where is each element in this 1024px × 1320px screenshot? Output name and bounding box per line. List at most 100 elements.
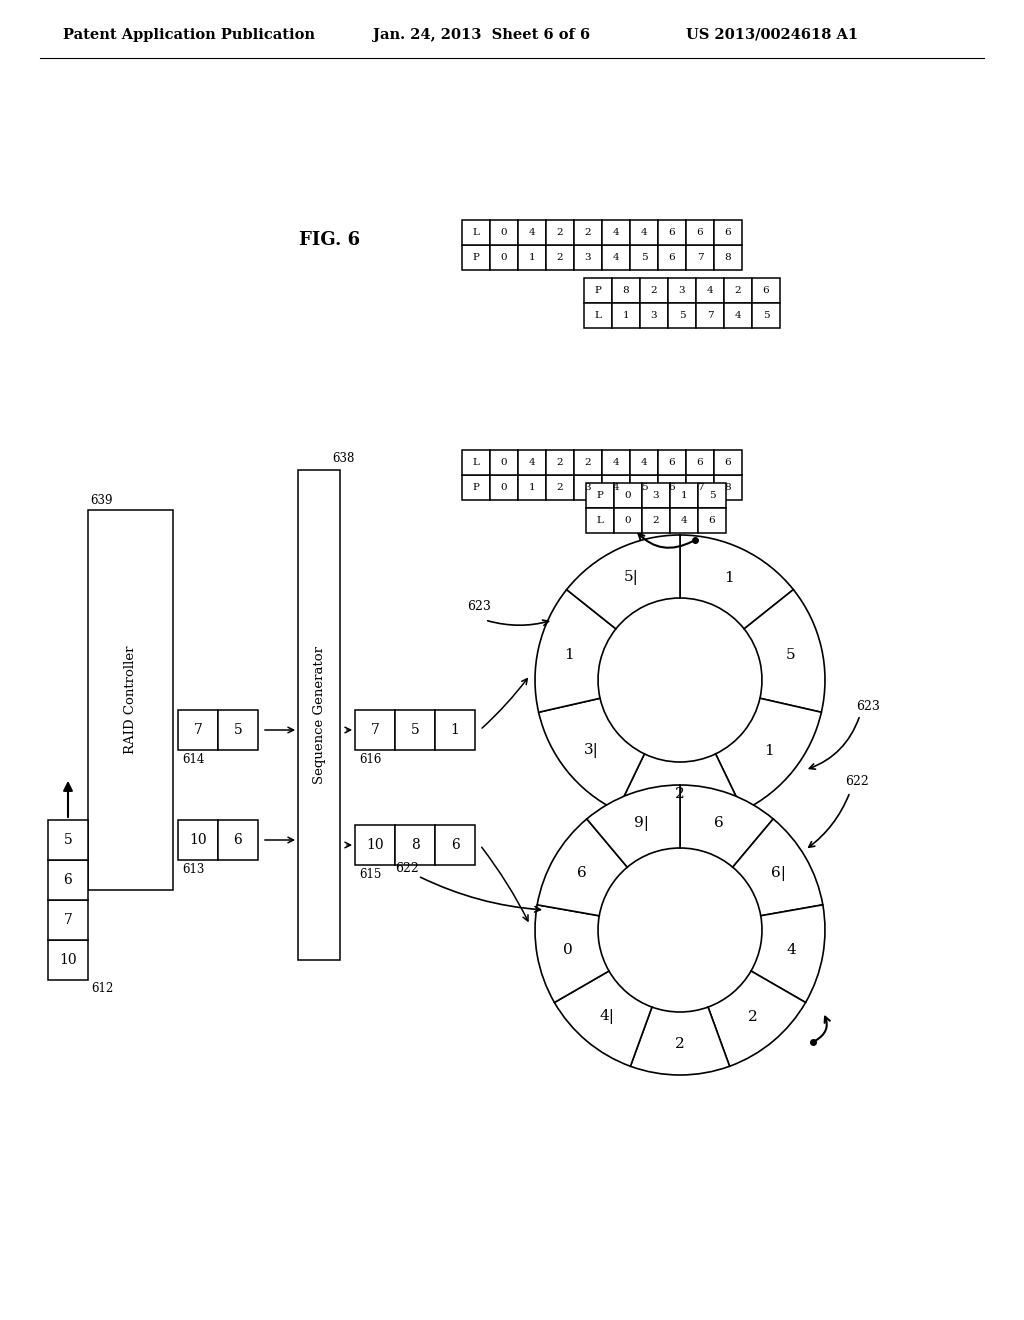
Text: 639: 639 bbox=[90, 494, 113, 507]
Text: 5: 5 bbox=[709, 491, 716, 500]
Bar bbox=[395, 710, 435, 750]
Text: 2: 2 bbox=[675, 1036, 685, 1051]
Text: 4: 4 bbox=[612, 253, 620, 261]
Bar bbox=[435, 825, 475, 865]
Text: FIG. 6: FIG. 6 bbox=[299, 231, 360, 249]
Wedge shape bbox=[554, 972, 652, 1067]
Bar bbox=[642, 483, 670, 508]
Bar bbox=[586, 483, 614, 508]
Text: 6: 6 bbox=[763, 286, 769, 294]
Text: 2: 2 bbox=[650, 286, 657, 294]
Text: 5|: 5| bbox=[624, 570, 638, 585]
Bar bbox=[658, 246, 686, 271]
Bar bbox=[658, 220, 686, 246]
Bar bbox=[670, 483, 698, 508]
Text: 1: 1 bbox=[764, 743, 773, 758]
Text: 2: 2 bbox=[734, 286, 741, 294]
Bar bbox=[698, 483, 726, 508]
Text: RAID Controller: RAID Controller bbox=[124, 645, 137, 754]
Wedge shape bbox=[535, 590, 615, 713]
Text: P: P bbox=[472, 483, 479, 492]
Text: 4: 4 bbox=[612, 228, 620, 238]
Text: 4: 4 bbox=[641, 228, 647, 238]
Bar bbox=[614, 483, 642, 508]
Text: 1: 1 bbox=[724, 570, 734, 585]
Text: 623: 623 bbox=[856, 700, 880, 713]
Text: 8: 8 bbox=[623, 286, 630, 294]
Bar bbox=[612, 279, 640, 304]
Bar bbox=[640, 279, 668, 304]
Text: 616: 616 bbox=[359, 752, 381, 766]
Bar bbox=[518, 220, 546, 246]
Bar bbox=[724, 279, 752, 304]
Bar bbox=[686, 246, 714, 271]
Bar bbox=[602, 220, 630, 246]
Bar bbox=[612, 304, 640, 327]
Bar bbox=[546, 475, 574, 500]
Bar bbox=[48, 861, 88, 900]
Bar bbox=[178, 710, 218, 750]
Text: 1: 1 bbox=[528, 483, 536, 492]
Text: 5: 5 bbox=[641, 253, 647, 261]
Bar bbox=[668, 279, 696, 304]
Text: 5: 5 bbox=[763, 312, 769, 319]
Bar bbox=[630, 475, 658, 500]
Text: 4: 4 bbox=[528, 458, 536, 467]
Bar bbox=[642, 508, 670, 533]
Bar bbox=[490, 475, 518, 500]
Text: 5: 5 bbox=[411, 723, 420, 737]
Bar bbox=[602, 246, 630, 271]
Bar bbox=[462, 220, 490, 246]
Text: 2: 2 bbox=[557, 458, 563, 467]
Text: 612: 612 bbox=[91, 982, 114, 995]
Bar bbox=[630, 450, 658, 475]
Text: 622: 622 bbox=[395, 862, 419, 875]
Text: P: P bbox=[595, 286, 601, 294]
Wedge shape bbox=[680, 785, 773, 867]
Bar bbox=[686, 475, 714, 500]
Text: 5: 5 bbox=[233, 723, 243, 737]
Wedge shape bbox=[751, 904, 825, 1002]
Text: 3: 3 bbox=[679, 286, 685, 294]
Wedge shape bbox=[708, 972, 806, 1067]
Text: 4: 4 bbox=[612, 483, 620, 492]
Text: 10: 10 bbox=[189, 833, 207, 847]
Bar bbox=[658, 475, 686, 500]
Text: 4|: 4| bbox=[599, 1010, 614, 1024]
Text: 2: 2 bbox=[585, 228, 591, 238]
Text: 4: 4 bbox=[681, 516, 687, 525]
Bar bbox=[574, 450, 602, 475]
Text: US 2013/0024618 A1: US 2013/0024618 A1 bbox=[686, 28, 858, 42]
Bar bbox=[574, 475, 602, 500]
Bar bbox=[668, 304, 696, 327]
Bar bbox=[574, 246, 602, 271]
Text: 1: 1 bbox=[564, 648, 574, 661]
Text: 0: 0 bbox=[625, 491, 632, 500]
Bar bbox=[640, 304, 668, 327]
Text: L: L bbox=[597, 516, 603, 525]
Text: 5: 5 bbox=[641, 483, 647, 492]
Bar bbox=[714, 450, 742, 475]
Text: 8: 8 bbox=[411, 838, 420, 851]
Wedge shape bbox=[535, 904, 609, 1002]
Bar bbox=[630, 246, 658, 271]
Text: 6: 6 bbox=[669, 228, 675, 238]
Bar bbox=[602, 475, 630, 500]
Text: 6: 6 bbox=[725, 228, 731, 238]
Text: 615: 615 bbox=[359, 869, 381, 880]
Text: P: P bbox=[597, 491, 603, 500]
Bar bbox=[670, 508, 698, 533]
Text: 5: 5 bbox=[63, 833, 73, 847]
Bar bbox=[602, 450, 630, 475]
Bar bbox=[355, 825, 395, 865]
Wedge shape bbox=[733, 818, 823, 916]
Bar bbox=[614, 508, 642, 533]
Text: L: L bbox=[595, 312, 601, 319]
Text: 2: 2 bbox=[652, 516, 659, 525]
Text: 6: 6 bbox=[669, 483, 675, 492]
Bar bbox=[518, 450, 546, 475]
Bar bbox=[298, 470, 340, 960]
Text: 10: 10 bbox=[59, 953, 77, 968]
Bar bbox=[658, 450, 686, 475]
Text: P: P bbox=[472, 253, 479, 261]
